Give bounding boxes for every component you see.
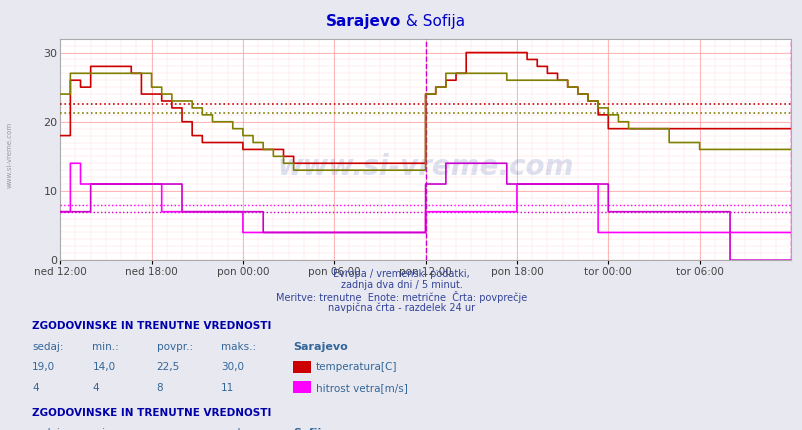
Text: 30,0: 30,0 [221,362,244,372]
Text: maks.:: maks.: [221,341,256,352]
Text: www.si-vreme.com: www.si-vreme.com [6,122,13,188]
Text: & Sofija: & Sofija [401,14,465,29]
Text: min.:: min.: [92,428,119,430]
Text: min.:: min.: [92,341,119,352]
Text: sedaj:: sedaj: [32,341,63,352]
Text: temperatura[C]: temperatura[C] [315,362,396,372]
Text: povpr.:: povpr.: [156,428,192,430]
Text: maks.:: maks.: [221,428,256,430]
Text: 14,0: 14,0 [92,362,115,372]
Text: 19,0: 19,0 [32,362,55,372]
Text: Meritve: trenutne  Enote: metrične  Črta: povprečje: Meritve: trenutne Enote: metrične Črta: … [276,291,526,303]
Text: Sarajevo: Sarajevo [326,14,401,29]
Text: 22,5: 22,5 [156,362,180,372]
Text: navpična črta - razdelek 24 ur: navpična črta - razdelek 24 ur [327,302,475,313]
Text: sedaj:: sedaj: [32,428,63,430]
Text: Sofija: Sofija [293,428,329,430]
Text: Evropa / vremenski podatki,: Evropa / vremenski podatki, [333,269,469,279]
Text: 4: 4 [32,383,38,393]
Text: hitrost vetra[m/s]: hitrost vetra[m/s] [315,383,407,393]
Text: 4: 4 [92,383,99,393]
Text: 8: 8 [156,383,163,393]
Text: ZGODOVINSKE IN TRENUTNE VREDNOSTI: ZGODOVINSKE IN TRENUTNE VREDNOSTI [32,408,271,418]
Text: zadnja dva dni / 5 minut.: zadnja dva dni / 5 minut. [340,280,462,290]
Text: Sarajevo: Sarajevo [293,341,347,352]
Text: www.si-vreme.com: www.si-vreme.com [277,153,573,181]
Text: ZGODOVINSKE IN TRENUTNE VREDNOSTI: ZGODOVINSKE IN TRENUTNE VREDNOSTI [32,321,271,331]
Text: 11: 11 [221,383,234,393]
Text: povpr.:: povpr.: [156,341,192,352]
